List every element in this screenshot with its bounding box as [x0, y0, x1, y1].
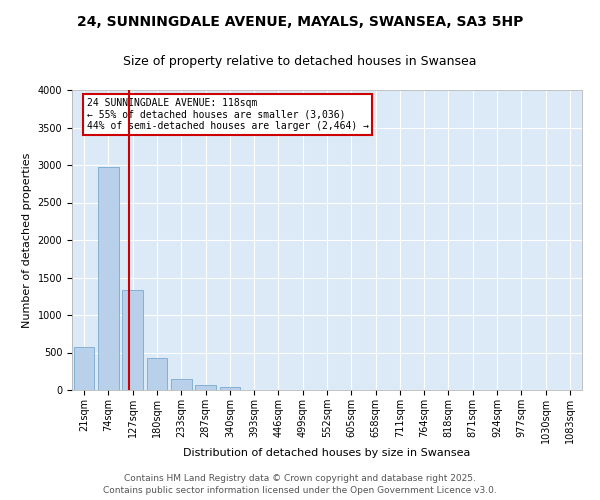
Bar	[220, 387, 240, 390]
Y-axis label: Number of detached properties: Number of detached properties	[22, 152, 32, 328]
Text: 24 SUNNINGDALE AVENUE: 118sqm
← 55% of detached houses are smaller (3,036)
44% o: 24 SUNNINGDALE AVENUE: 118sqm ← 55% of d…	[86, 98, 368, 130]
Text: Contains HM Land Registry data © Crown copyright and database right 2025.
Contai: Contains HM Land Registry data © Crown c…	[103, 474, 497, 495]
Bar	[195, 385, 216, 390]
X-axis label: Distribution of detached houses by size in Swansea: Distribution of detached houses by size …	[184, 448, 470, 458]
Bar	[122, 290, 143, 390]
Bar	[98, 167, 119, 390]
Text: Size of property relative to detached houses in Swansea: Size of property relative to detached ho…	[123, 55, 477, 68]
Bar	[146, 358, 167, 390]
Text: 24, SUNNINGDALE AVENUE, MAYALS, SWANSEA, SA3 5HP: 24, SUNNINGDALE AVENUE, MAYALS, SWANSEA,…	[77, 15, 523, 29]
Bar	[171, 379, 191, 390]
Bar	[74, 346, 94, 390]
